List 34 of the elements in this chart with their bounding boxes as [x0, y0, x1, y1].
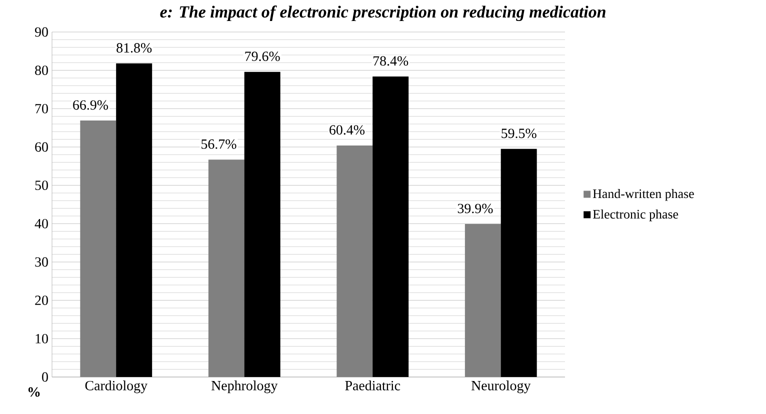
- data-label: 66.9%: [73, 100, 108, 110]
- bar: [80, 120, 116, 377]
- data-label: 39.9%: [458, 204, 493, 214]
- chart-title: e: The impact of electronic prescription on reducing medication: [160, 6, 606, 22]
- legend-label: Electronic phase: [592, 209, 678, 222]
- legend-label: Hand-written phase: [592, 189, 694, 201]
- x-tick-label: Nephrology: [211, 380, 278, 394]
- data-label: 79.6%: [245, 52, 280, 62]
- y-axis-title: %: [28, 387, 40, 397]
- bar: [372, 76, 409, 377]
- y-tick-label: 30: [35, 257, 48, 267]
- data-label: 60.4%: [330, 125, 365, 135]
- bar: [464, 224, 501, 377]
- bar: [116, 63, 152, 377]
- x-tick-label: Neurology: [471, 380, 531, 394]
- y-tick-label: 10: [36, 334, 48, 344]
- y-tick-label: 40: [34, 218, 48, 228]
- data-label: 78.4%: [373, 56, 408, 66]
- y-tick-label: 80: [35, 66, 48, 76]
- y-tick-label: 50: [35, 180, 48, 190]
- bar: [336, 145, 373, 377]
- bar: [244, 72, 280, 377]
- bar: [500, 148, 537, 377]
- x-tick-label: Cardiology: [85, 380, 148, 394]
- x-tick-label: Paediatric: [345, 380, 400, 390]
- y-tick-label: 20: [35, 296, 48, 306]
- data-label: 59.5%: [502, 128, 536, 138]
- bar: [208, 160, 244, 377]
- data-label: 56.7%: [202, 139, 236, 149]
- y-tick-label: 0: [42, 372, 48, 382]
- y-tick-label: 60: [35, 142, 48, 152]
- data-label: 81.8%: [116, 43, 152, 53]
- y-tick-label: 90: [34, 27, 48, 37]
- y-tick-label: 70: [35, 104, 48, 114]
